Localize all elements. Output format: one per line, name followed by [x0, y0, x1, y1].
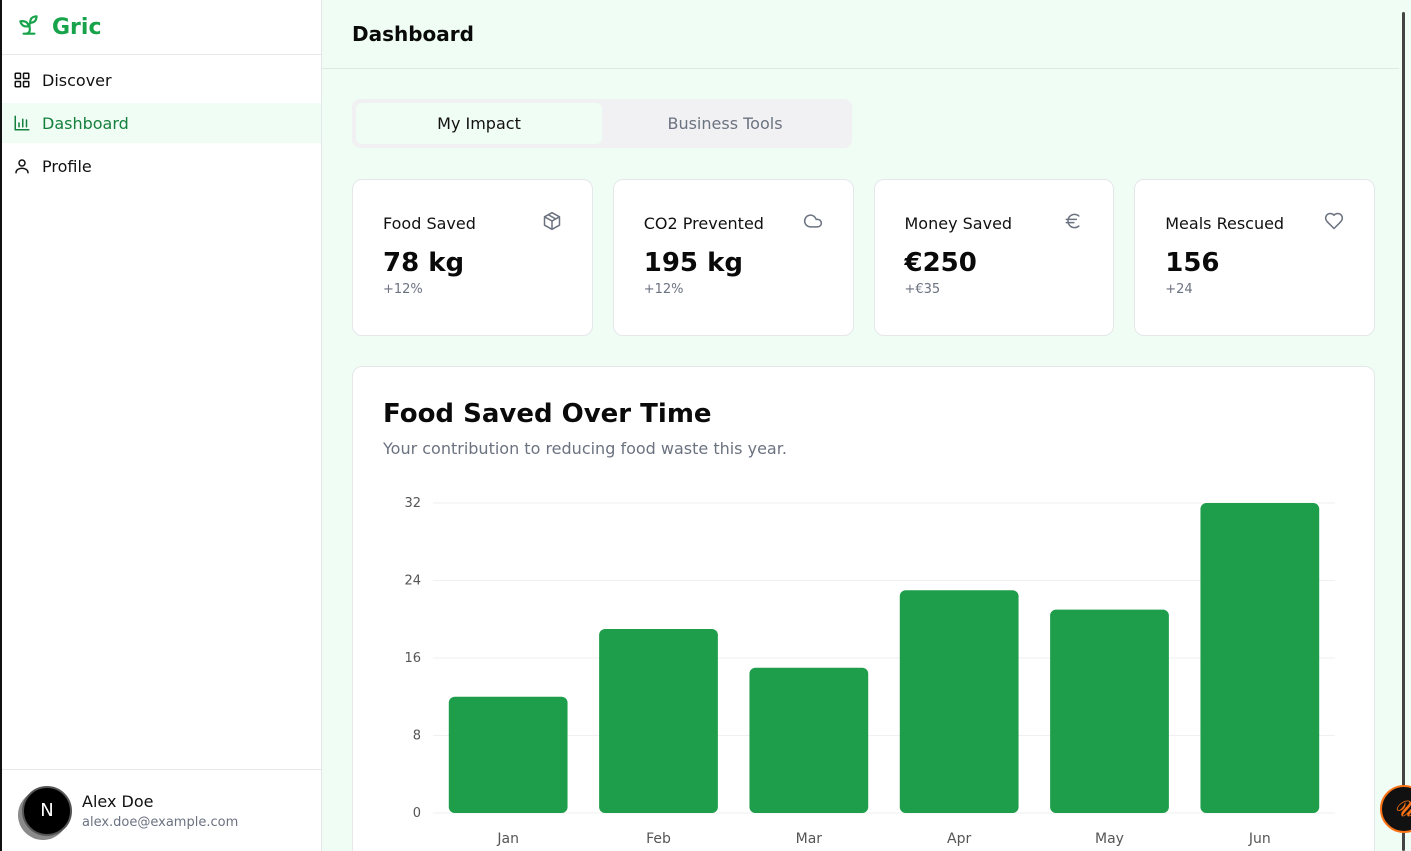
heart-icon [1324, 211, 1344, 235]
stat-value: 156 [1165, 248, 1220, 278]
y-tick-label: 8 [413, 729, 421, 744]
stat-value: €250 [904, 248, 977, 278]
sidebar-item-label: Discover [42, 70, 112, 90]
sidebar-item-profile[interactable]: Profile [2, 146, 321, 186]
user-name: Alex Doe [82, 791, 154, 811]
tab-my-impact[interactable]: My Impact [356, 103, 602, 144]
scrollbar[interactable] [1399, 0, 1411, 851]
bar-feb[interactable] [599, 628, 718, 813]
sidebar-item-label: Dashboard [42, 113, 129, 133]
bar-jan[interactable] [448, 696, 568, 813]
stat-card-meals-rescued: Meals Rescued 156 +24 [1134, 179, 1375, 336]
scrollbar-thumb[interactable] [1402, 12, 1405, 851]
y-tick-label: 24 [404, 574, 421, 589]
stat-cards: Food Saved 78 kg +12% CO2 Prevented 195 … [352, 179, 1375, 336]
stat-label: Meals Rescued [1165, 213, 1285, 233]
y-tick-label: 0 [413, 806, 421, 821]
user-email: alex.doe@example.com [82, 814, 239, 830]
x-tick-label: Feb [646, 831, 671, 847]
sidebar-item-dashboard[interactable]: Dashboard [2, 103, 321, 143]
bar-jun[interactable] [1200, 503, 1320, 813]
brand[interactable]: Gric [2, 0, 321, 55]
brand-name: Gric [52, 14, 102, 40]
stat-delta: +€35 [904, 282, 941, 297]
page-title: Dashboard [352, 22, 474, 46]
bar-chart: 0 8 16 24 32 Jan Feb Mar Apr May Jun [404, 496, 1335, 847]
sprout-icon [16, 12, 42, 42]
avatar[interactable]: N [22, 785, 72, 836]
bar-apr[interactable] [899, 590, 1019, 813]
y-tick-label: 32 [404, 496, 421, 511]
y-tick-label: 16 [404, 651, 421, 666]
sidebar-item-discover[interactable]: Discover [2, 60, 321, 100]
stat-delta: +12% [383, 282, 423, 297]
grid-icon [12, 70, 32, 90]
stat-delta: +24 [1165, 282, 1193, 297]
stat-delta: +12% [643, 282, 684, 297]
box-icon [542, 211, 562, 235]
header: Dashboard [322, 0, 1399, 69]
sidebar-item-label: Profile [42, 156, 92, 176]
cloud-icon [803, 211, 823, 235]
chart-subtitle: Your contribution to reducing food waste… [383, 439, 787, 458]
chart-title: Food Saved Over Time [383, 399, 712, 429]
x-tick-label: Jun [1248, 831, 1271, 847]
x-tick-label: May [1095, 831, 1124, 847]
stat-card-co2-prevented: CO2 Prevented 195 kg +12% [612, 179, 854, 336]
stat-value: 78 kg [383, 248, 465, 278]
x-tick-label: Jan [496, 831, 519, 847]
bar-mar[interactable] [749, 667, 869, 813]
x-tick-label: Mar [796, 831, 823, 847]
chart-card: Food Saved Over Time Your contribution t… [352, 366, 1375, 851]
stat-label: CO2 Prevented [643, 213, 764, 233]
assistant-fab[interactable]: 𝓤 [1380, 785, 1411, 833]
tab-business-tools[interactable]: Business Tools [667, 114, 783, 133]
x-tick-label: Apr [947, 831, 971, 847]
sidebar: Gric Discover Dashboard Profile N Alex D… [0, 0, 322, 851]
euro-icon [1063, 211, 1083, 235]
user-icon [12, 156, 32, 176]
sidebar-nav: Discover Dashboard Profile [2, 55, 321, 191]
stat-label: Money Saved [904, 213, 1013, 233]
bar-chart-icon [12, 113, 32, 133]
stat-label: Food Saved [383, 213, 476, 233]
stat-card-food-saved: Food Saved 78 kg +12% [352, 179, 593, 336]
stat-card-money-saved: Money Saved €250 +€35 [873, 179, 1115, 336]
bar-may[interactable] [1050, 609, 1169, 813]
stat-value: 195 kg [643, 248, 743, 278]
tab-list: My Impact Business Tools [352, 99, 852, 148]
user-profile[interactable]: N Alex Doe alex.doe@example.com [2, 769, 321, 851]
